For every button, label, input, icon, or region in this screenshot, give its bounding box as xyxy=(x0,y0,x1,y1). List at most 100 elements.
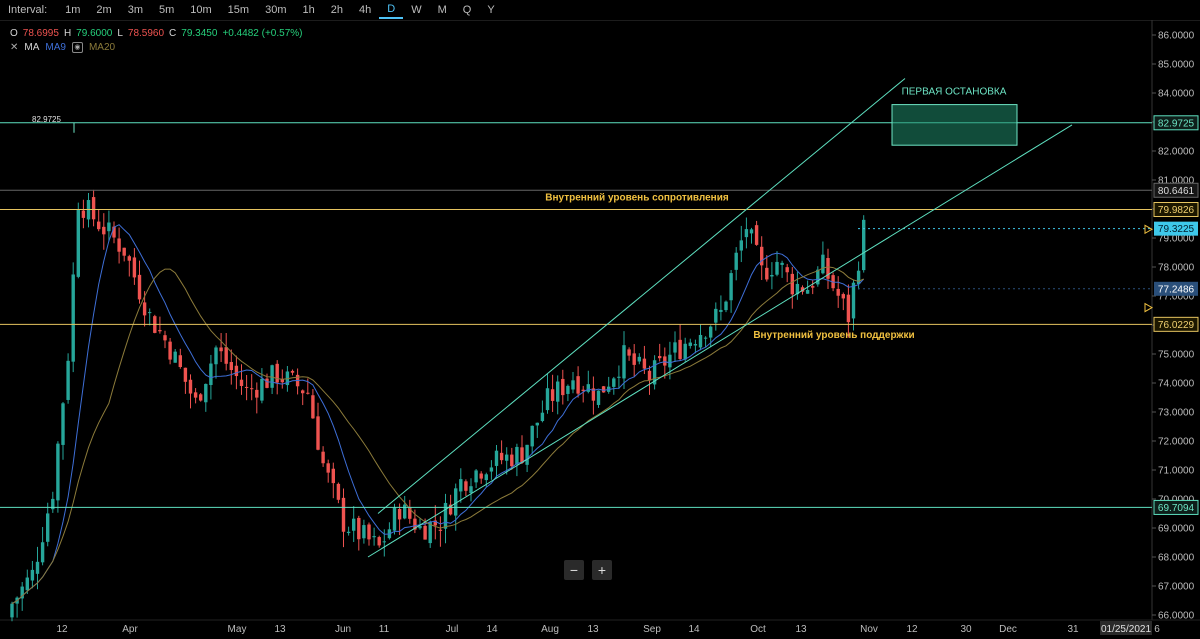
candle-body xyxy=(199,394,203,401)
candle-body xyxy=(102,226,106,235)
date-badge-bg xyxy=(1100,621,1152,635)
interval-d-button[interactable]: D xyxy=(379,1,404,19)
candle-body xyxy=(535,422,539,426)
candle-body xyxy=(836,288,840,296)
candle-body xyxy=(290,370,295,373)
candle-body xyxy=(668,354,672,368)
candle-body xyxy=(581,389,585,391)
interval-4h-button[interactable]: 4h xyxy=(358,4,372,16)
candle-body xyxy=(749,229,754,234)
candle-body xyxy=(357,517,361,540)
interval-m-button[interactable]: M xyxy=(437,4,447,16)
level-badge-bg xyxy=(1153,115,1199,131)
candle-body xyxy=(275,363,279,383)
price-arrow-marker xyxy=(1144,224,1154,235)
candle-body xyxy=(851,282,856,319)
level-badge-bg xyxy=(1153,316,1199,332)
candle-body xyxy=(321,451,325,464)
candle-body xyxy=(760,246,764,266)
candle-body xyxy=(117,238,121,252)
level-badge-label: 79.9826 xyxy=(1158,205,1195,216)
x-tick-label: Oct xyxy=(750,624,766,635)
interval-1m-button[interactable]: 1m xyxy=(65,4,81,16)
candle-body xyxy=(35,561,40,574)
candle-body xyxy=(637,356,641,362)
candle-body xyxy=(658,356,662,359)
channel-lower-line xyxy=(367,124,1073,558)
interval-2m-button[interactable]: 2m xyxy=(96,4,112,16)
y-tick-label: 86.0000 xyxy=(1158,31,1195,42)
x-tick-label: 12 xyxy=(56,624,68,635)
interval-5m-button[interactable]: 5m xyxy=(158,4,175,16)
y-tick-label: 85.0000 xyxy=(1158,60,1195,71)
zoom-out-button[interactable]: − xyxy=(564,560,584,580)
candle-body xyxy=(790,273,794,295)
candle-body xyxy=(510,454,514,467)
interval-30m-button[interactable]: 30m xyxy=(265,4,287,16)
close-value: 79.3450 xyxy=(181,28,218,39)
visibility-icon[interactable]: ◉ xyxy=(71,42,83,53)
interval-2h-button[interactable]: 2h xyxy=(330,4,343,16)
zoom-in-button[interactable]: + xyxy=(592,560,612,580)
x-tick-label: 13 xyxy=(795,624,807,635)
price-chart[interactable]: 86.000085.000084.000083.000082.000081.00… xyxy=(0,20,1200,639)
close-label: C xyxy=(169,28,177,39)
candle-body xyxy=(464,481,468,491)
candle-body xyxy=(71,274,75,362)
candle-body xyxy=(408,507,412,519)
open-label: O xyxy=(10,28,18,39)
candle-body xyxy=(841,294,845,299)
candle-body xyxy=(306,392,310,394)
x-tick-label: 14 xyxy=(486,624,498,635)
candle-body xyxy=(158,330,162,332)
candle-body xyxy=(443,502,448,529)
interval-w-button[interactable]: W xyxy=(411,4,422,16)
interval-y-button[interactable]: Y xyxy=(487,4,495,16)
close-icon[interactable]: ✕ xyxy=(10,42,19,53)
candle-body xyxy=(805,289,810,294)
interval-3m-button[interactable]: 3m xyxy=(127,4,143,16)
candle-body xyxy=(255,389,259,398)
candle-body xyxy=(642,358,647,369)
candle-body xyxy=(127,256,131,261)
interval-1h-button[interactable]: 1h xyxy=(302,4,315,16)
candle-body xyxy=(142,302,147,316)
candle-body xyxy=(66,360,70,400)
interval-10m-button[interactable]: 10m xyxy=(190,4,212,16)
candle-body xyxy=(719,309,723,312)
candle-body xyxy=(25,577,29,591)
candle-body xyxy=(397,509,402,520)
candle-body xyxy=(816,269,820,285)
candle-body xyxy=(591,388,596,401)
y-tick-label: 84.0000 xyxy=(1158,89,1195,100)
candle-body xyxy=(744,229,749,238)
candle-body xyxy=(326,463,330,473)
candle-body xyxy=(331,468,335,484)
candle-body xyxy=(219,347,223,352)
candle-body xyxy=(51,498,55,510)
resistance-annotation: Внутренний уровень сопротивления xyxy=(545,192,729,203)
price-badge-label: 79.3225 xyxy=(1158,224,1195,235)
candle-body xyxy=(739,240,743,251)
candle-body xyxy=(663,356,667,366)
candle-body xyxy=(566,385,570,394)
candle-body xyxy=(423,525,427,540)
candle-body xyxy=(678,339,682,359)
candle-body xyxy=(673,342,677,353)
candle-body xyxy=(418,525,422,529)
x-tick-label: Jun xyxy=(335,624,351,635)
candle-body xyxy=(234,365,239,377)
candle-body xyxy=(10,603,14,618)
candle-body xyxy=(239,379,244,387)
candle-body xyxy=(612,378,616,387)
candle-body xyxy=(499,452,504,461)
change-value: +0.4482 (+0.57%) xyxy=(222,28,303,39)
candle-body xyxy=(367,524,371,540)
candle-body xyxy=(30,569,35,581)
ohlc-legend: O 78.6995 H 79.6000 L 78.5960 C 79.3450 … xyxy=(10,28,303,39)
y-tick-label: 81.0000 xyxy=(1158,176,1195,187)
candle-body xyxy=(780,262,784,265)
interval-q-button[interactable]: Q xyxy=(462,4,472,16)
interval-15m-button[interactable]: 15m xyxy=(227,4,250,16)
candle-body xyxy=(754,225,759,245)
